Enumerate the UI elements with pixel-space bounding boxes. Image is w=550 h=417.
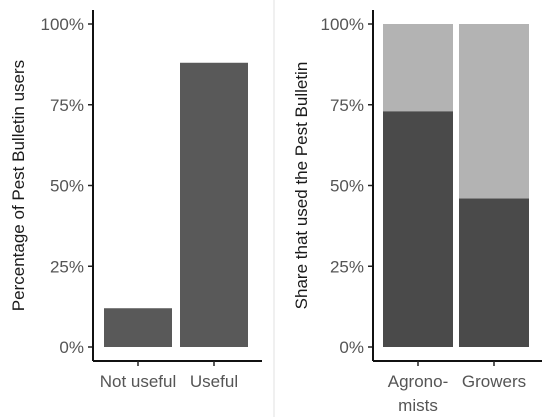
y-tick-label-0-2: 50% bbox=[50, 177, 84, 196]
y-tick-label-1-3: 75% bbox=[330, 96, 364, 115]
y-tick-label-0-1: 25% bbox=[50, 257, 84, 276]
y-tick-label-0-3: 75% bbox=[50, 96, 84, 115]
x-tick-label-1-0-line-1: mists bbox=[398, 396, 438, 415]
bar-0-1 bbox=[180, 62, 248, 347]
bar-0-0 bbox=[104, 308, 172, 347]
bar-1-0-series-0 bbox=[383, 111, 453, 348]
x-tick-label-1-1: Growers bbox=[462, 372, 526, 391]
y-axis-title-1: Share that used the Pest Bulletin bbox=[292, 62, 311, 310]
y-tick-label-1-0: 0% bbox=[339, 338, 364, 357]
y-tick-label-1-2: 50% bbox=[330, 177, 364, 196]
x-tick-label-0-0: Not useful bbox=[100, 372, 177, 391]
panel-divider bbox=[273, 0, 275, 417]
y-tick-label-0-4: 100% bbox=[41, 15, 84, 34]
y-tick-label-0-0: 0% bbox=[59, 338, 84, 357]
x-tick-label-0-1: Useful bbox=[190, 372, 238, 391]
bar-1-0-series-1 bbox=[383, 24, 453, 112]
y-tick-label-1-1: 25% bbox=[330, 257, 364, 276]
y-tick-label-1-4: 100% bbox=[321, 15, 364, 34]
bar-1-1-series-1 bbox=[459, 24, 529, 199]
x-tick-label-1-0-line-0: Agrono- bbox=[388, 372, 448, 391]
y-axis-title-0: Percentage of Pest Bulletin users bbox=[9, 60, 28, 311]
bar-1-1-series-0 bbox=[459, 198, 529, 347]
